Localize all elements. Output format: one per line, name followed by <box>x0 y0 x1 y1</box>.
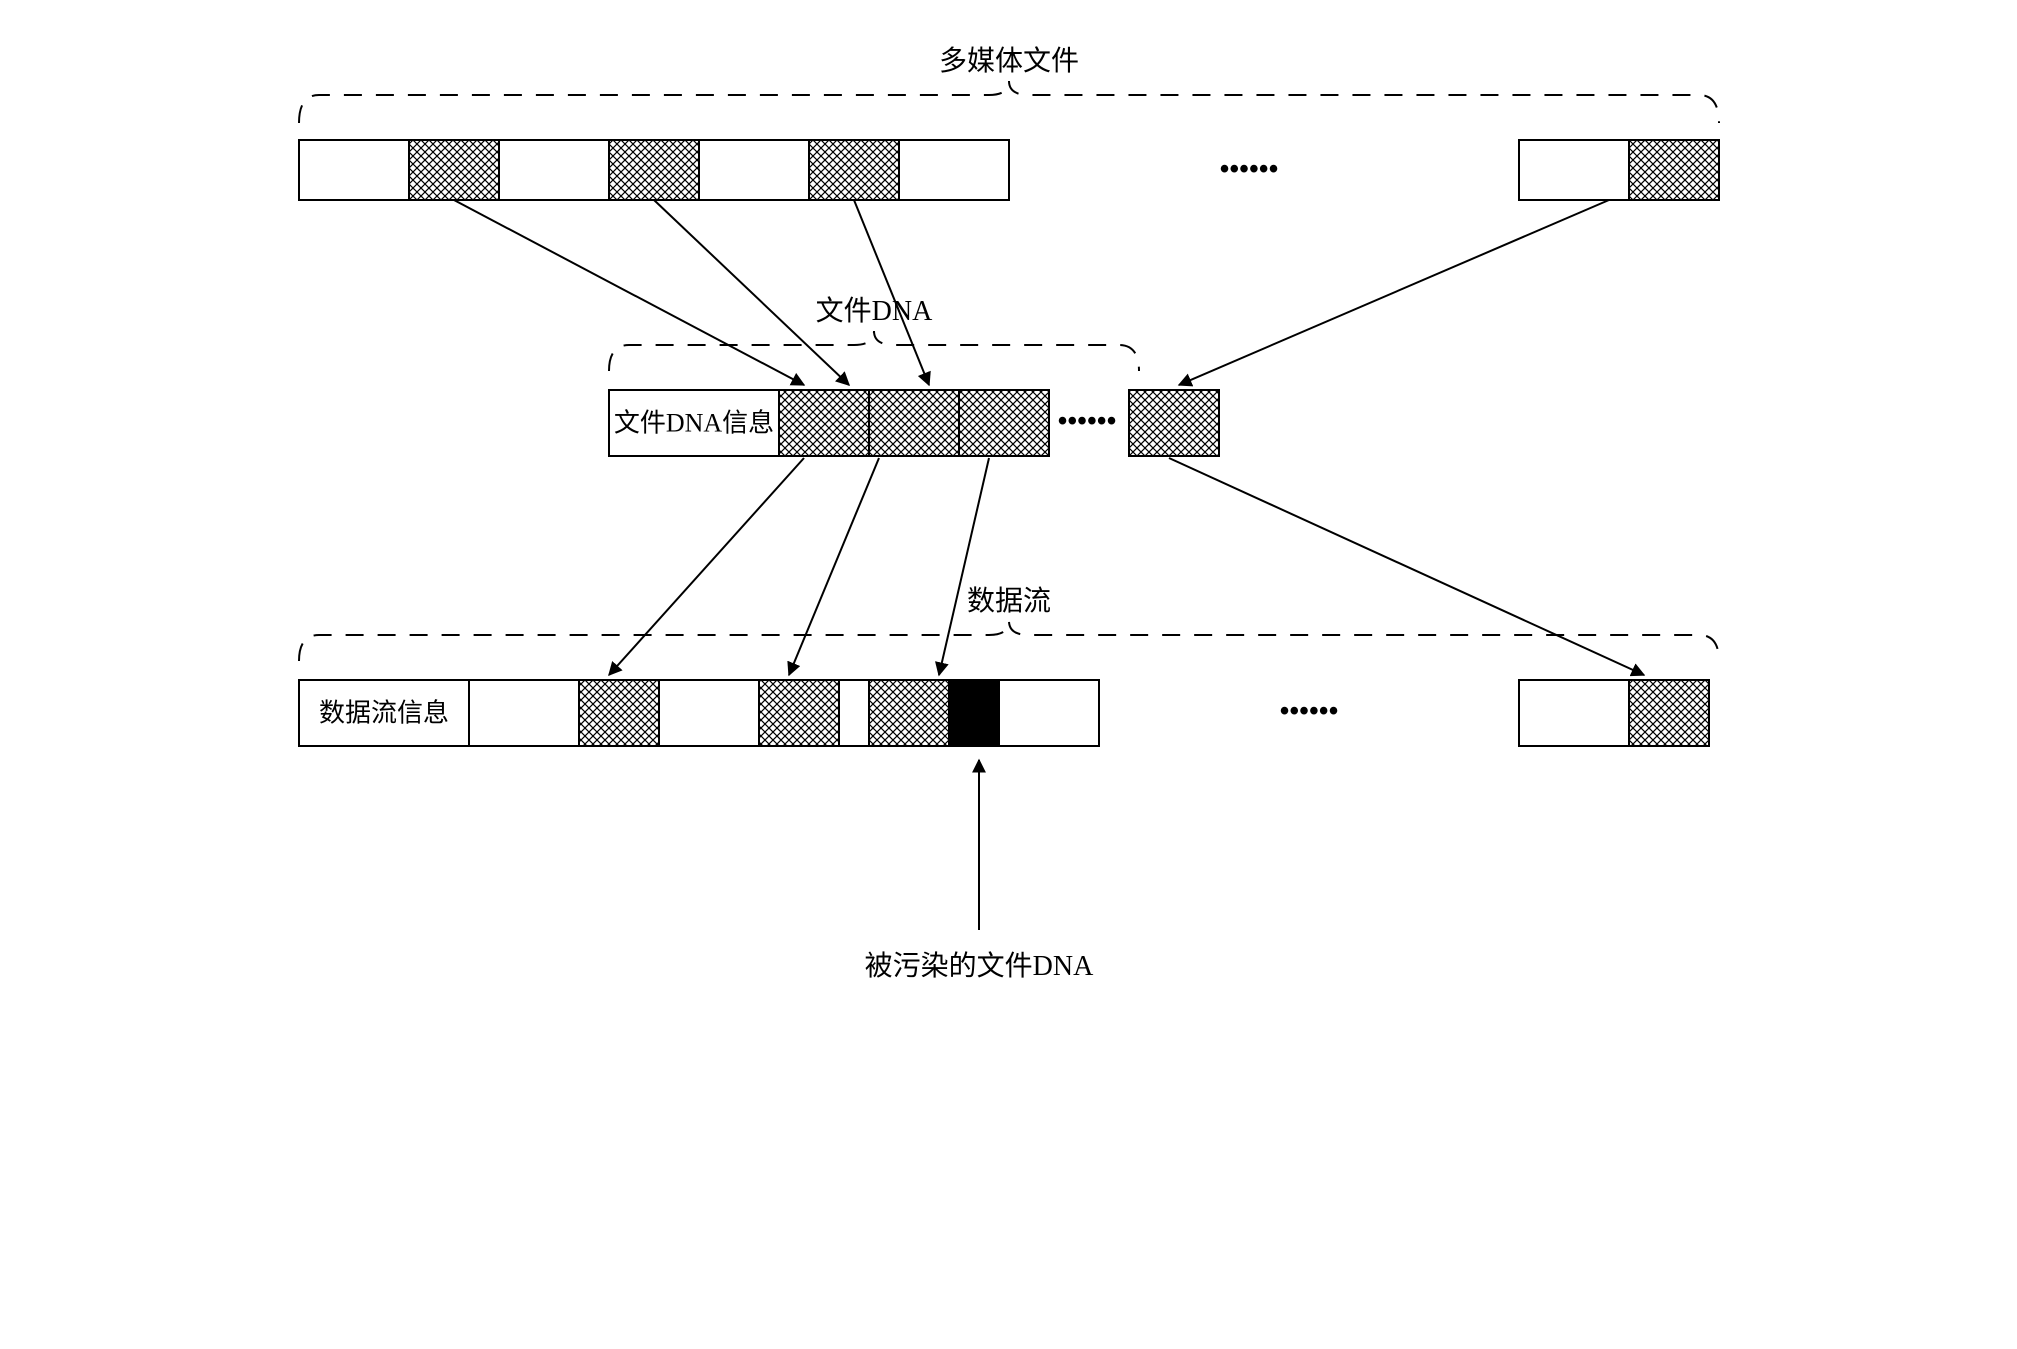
svg-text:••••••: •••••• <box>1279 696 1338 727</box>
svg-text:文件DNA信息: 文件DNA信息 <box>613 409 773 438</box>
svg-text:文件DNA: 文件DNA <box>815 295 932 327</box>
svg-text:多媒体文件: 多媒体文件 <box>938 45 1078 77</box>
svg-text:••••••: •••••• <box>1057 406 1116 437</box>
svg-text:数据流: 数据流 <box>966 585 1050 617</box>
svg-text:••••••: •••••• <box>1219 154 1278 185</box>
svg-text:被污染的文件DNA: 被污染的文件DNA <box>864 950 1093 982</box>
svg-text:数据流信息: 数据流信息 <box>318 699 448 728</box>
